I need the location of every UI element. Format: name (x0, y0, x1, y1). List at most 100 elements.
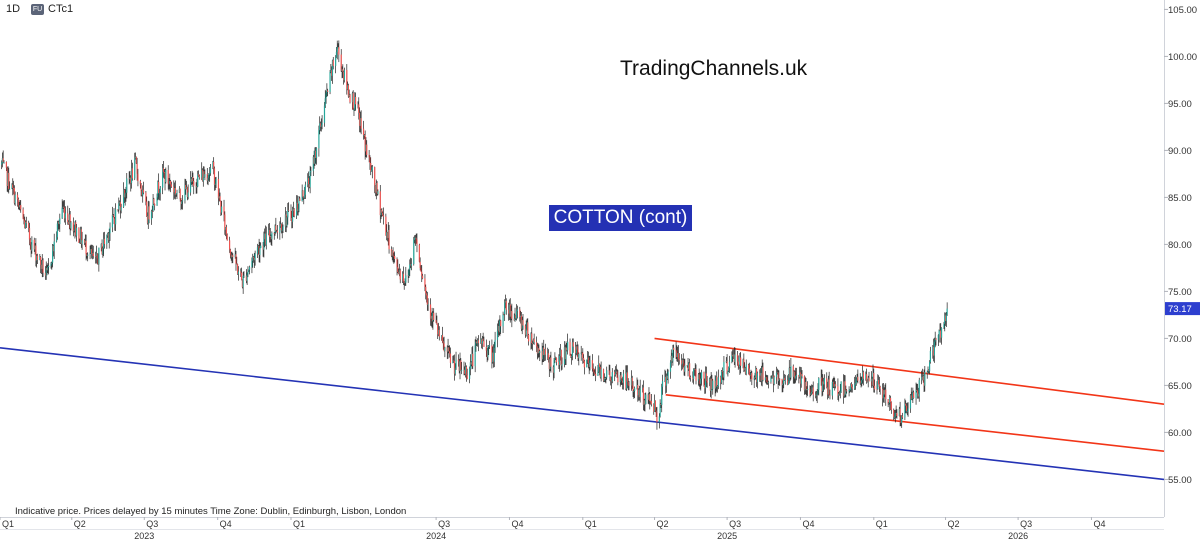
candle-down (550, 357, 552, 367)
candle-down (158, 181, 160, 194)
candle-up (185, 187, 188, 190)
candle-up (231, 255, 233, 258)
candle-up (343, 70, 346, 81)
candle-down (52, 245, 55, 252)
candle-down (458, 361, 460, 371)
candle-down (117, 209, 119, 211)
candle-down (154, 203, 156, 206)
candle-down (552, 366, 554, 373)
candle-up (732, 354, 735, 357)
candle-down (492, 352, 495, 362)
candle-up (516, 310, 518, 319)
candle-up (778, 378, 780, 382)
candle-down (921, 376, 924, 381)
candle-up (669, 362, 672, 372)
candle-down (347, 85, 350, 97)
watermark-text: TradingChannels.uk (620, 57, 808, 80)
candle-down (131, 168, 133, 179)
candle-up (611, 372, 613, 382)
candle-down (114, 218, 116, 225)
candle-up (325, 93, 327, 99)
candle-up (514, 315, 516, 321)
candle-up (946, 308, 948, 315)
candle-down (28, 228, 31, 240)
candle-up (87, 254, 89, 256)
candle-up (48, 265, 50, 268)
price-tick-label: 105.00 (1168, 5, 1197, 16)
candle-up (106, 235, 108, 244)
candle-down (531, 343, 534, 344)
candle-down (736, 354, 739, 362)
candle-up (723, 362, 725, 378)
candle-up (856, 376, 858, 380)
candle-down (592, 368, 594, 370)
candle-up (804, 381, 806, 391)
candle-down (28, 222, 30, 229)
candle-up (56, 237, 58, 242)
candle-up (109, 227, 111, 234)
candle-down (346, 70, 348, 90)
candle-down (433, 312, 435, 320)
last-price-tag (1165, 302, 1200, 316)
candle-up (684, 365, 686, 372)
candle-up (444, 347, 446, 351)
candle-up (597, 371, 599, 376)
candle-up (645, 394, 647, 405)
candle-up (64, 213, 66, 219)
candle-up (559, 349, 562, 357)
candle-up (196, 186, 198, 188)
candle-up (938, 329, 940, 335)
candle-up (888, 402, 890, 404)
candle-down (92, 253, 94, 256)
candle-up (934, 338, 936, 342)
candle-up (184, 184, 186, 201)
candle-down (687, 365, 689, 370)
candle-down (837, 386, 839, 396)
candle-down (285, 214, 287, 226)
candle-down (388, 229, 390, 250)
candle-down (83, 240, 86, 243)
candle-down (675, 349, 677, 352)
candle-up (520, 315, 522, 317)
candle-down (695, 369, 697, 381)
candle-down (543, 347, 545, 356)
candle-down (598, 363, 601, 367)
candle-down (44, 272, 47, 276)
candle-down (533, 339, 535, 343)
candle-down (313, 156, 315, 164)
candle-up (744, 367, 746, 371)
candle-up (799, 372, 801, 377)
candle-up (197, 174, 199, 187)
candle-down (917, 390, 919, 394)
candle-down (594, 373, 597, 376)
candle-up (408, 269, 410, 277)
candle-up (402, 273, 404, 280)
candle-down (319, 123, 322, 127)
candle-down (803, 376, 806, 391)
price-tick-label: 65.00 (1168, 381, 1192, 392)
candle-up (307, 178, 309, 185)
candle-down (226, 234, 228, 241)
candle-up (8, 188, 11, 190)
candle-down (682, 359, 684, 364)
candle-up (465, 366, 467, 374)
candle-down (443, 343, 445, 351)
candle-up (542, 347, 544, 360)
candle-down (560, 349, 562, 366)
candle-down (78, 227, 80, 243)
candle-up (158, 192, 161, 194)
candle-up (922, 375, 924, 381)
candle-down (486, 350, 488, 358)
candle-up (315, 148, 318, 158)
candle-up (771, 377, 773, 379)
candle-down (275, 225, 277, 232)
candle-up (452, 360, 454, 363)
candle-down (871, 378, 873, 386)
symbol-label[interactable]: CTc1 (48, 3, 74, 15)
candle-up (207, 177, 209, 181)
interval-label[interactable]: 1D (6, 3, 21, 15)
candle-up (225, 227, 227, 230)
candle-up (894, 413, 896, 417)
candle-down (939, 329, 941, 331)
